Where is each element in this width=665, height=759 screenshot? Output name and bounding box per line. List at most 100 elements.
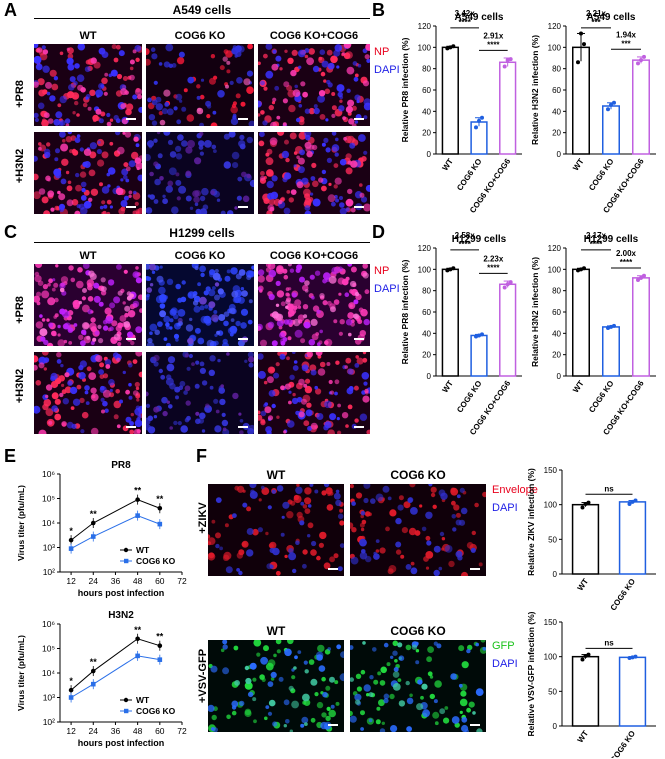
panel-c-row-pr8: +PR8	[14, 296, 26, 324]
cell-nucleus	[108, 379, 115, 386]
cell-nucleus	[81, 322, 90, 330]
cell-nucleus	[260, 656, 268, 665]
cell-nucleus	[275, 640, 282, 645]
cell-nucleus	[56, 359, 62, 364]
cell-nucleus	[268, 104, 274, 111]
data-point	[606, 326, 610, 330]
scale-bar	[328, 724, 338, 726]
cell-nucleus	[136, 166, 140, 171]
cell-nucleus	[236, 195, 242, 201]
cell-nucleus	[57, 190, 61, 195]
cell-nucleus	[420, 695, 424, 700]
cell-nucleus	[383, 642, 389, 648]
cell-nucleus	[173, 420, 178, 426]
cell-nucleus	[281, 515, 285, 519]
cell-nucleus	[64, 372, 70, 378]
cell-nucleus	[187, 76, 195, 84]
cell-nucleus	[229, 80, 234, 85]
cell-nucleus	[260, 110, 265, 115]
bar	[618, 656, 647, 727]
cell-nucleus	[211, 144, 217, 150]
cell-nucleus	[300, 338, 306, 344]
cell-nucleus	[360, 669, 366, 675]
cell-nucleus	[388, 565, 397, 573]
cell-nucleus	[405, 680, 410, 686]
cell-nucleus	[316, 309, 321, 314]
cell-nucleus	[176, 56, 185, 65]
cell-nucleus	[205, 100, 212, 107]
cell-nucleus	[105, 364, 111, 369]
cell-nucleus	[363, 684, 371, 692]
cell-nucleus	[283, 274, 289, 280]
cell-nucleus	[482, 491, 486, 498]
cell-nucleus	[455, 550, 463, 558]
cell-nucleus	[54, 398, 61, 405]
cell-nucleus	[419, 504, 423, 508]
cell-nucleus	[337, 513, 344, 520]
cell-nucleus	[159, 294, 167, 302]
cell-nucleus	[321, 712, 327, 718]
cell-nucleus	[306, 151, 313, 158]
cell-nucleus	[382, 485, 390, 493]
cell-nucleus	[177, 297, 183, 303]
cell-nucleus	[102, 389, 111, 398]
cell-nucleus	[134, 381, 140, 388]
cell-nucleus	[287, 336, 292, 341]
panel-c-row-h3n2: +H3N2	[14, 368, 26, 404]
cell-nucleus	[213, 149, 217, 153]
panel-f-legend-dapi-top: DAPI	[492, 502, 518, 514]
cell-nucleus	[35, 264, 43, 268]
x-tick-label: WT	[440, 157, 455, 172]
cell-nucleus	[77, 44, 86, 51]
cell-nucleus	[426, 540, 432, 546]
cell-nucleus	[125, 108, 132, 116]
y-axis-label: Relative H3N2 infection (%)	[530, 257, 540, 367]
cell-nucleus	[410, 567, 418, 575]
cell-nucleus	[359, 522, 365, 528]
cell-nucleus	[316, 413, 324, 420]
cell-nucleus	[443, 717, 450, 724]
data-point	[90, 520, 96, 526]
cell-nucleus	[147, 337, 153, 344]
cell-nucleus	[460, 690, 467, 697]
cell-nucleus	[220, 648, 225, 653]
cell-nucleus	[220, 384, 224, 388]
cell-nucleus	[122, 132, 126, 135]
cell-nucleus	[65, 123, 70, 126]
cell-nucleus	[341, 52, 346, 56]
cell-nucleus	[468, 701, 475, 708]
cell-nucleus	[303, 383, 308, 388]
cell-nucleus	[43, 367, 47, 371]
cell-nucleus	[380, 666, 387, 674]
panel-a-row-pr8: +PR8	[14, 80, 26, 108]
cell-nucleus	[334, 391, 338, 396]
cell-nucleus	[304, 48, 310, 53]
cell-nucleus	[45, 81, 52, 89]
cell-nucleus	[275, 303, 280, 307]
cell-nucleus	[246, 70, 254, 77]
cell-nucleus	[314, 385, 318, 390]
cell-nucleus	[191, 362, 195, 366]
panel-f-image-wt-zikv	[208, 484, 344, 576]
cell-nucleus	[38, 146, 42, 151]
panel-c-legend-dapi: DAPI	[374, 283, 400, 295]
cell-nucleus	[105, 316, 113, 324]
micrograph	[146, 352, 254, 434]
cell-nucleus	[305, 134, 311, 141]
cell-nucleus	[59, 51, 64, 56]
cell-nucleus	[385, 526, 390, 532]
cell-nucleus	[363, 102, 370, 111]
cell-nucleus	[329, 676, 335, 683]
cell-nucleus	[215, 532, 221, 539]
cell-nucleus	[283, 699, 290, 706]
cell-nucleus	[164, 102, 170, 107]
cell-nucleus	[341, 412, 349, 419]
cell-nucleus	[115, 132, 121, 136]
cell-nucleus	[268, 293, 275, 301]
cell-nucleus	[233, 295, 242, 304]
data-point	[639, 58, 643, 63]
y-tick-label: 0	[553, 722, 558, 731]
cell-nucleus	[125, 416, 132, 423]
cell-nucleus	[194, 202, 199, 207]
cell-nucleus	[472, 711, 476, 715]
